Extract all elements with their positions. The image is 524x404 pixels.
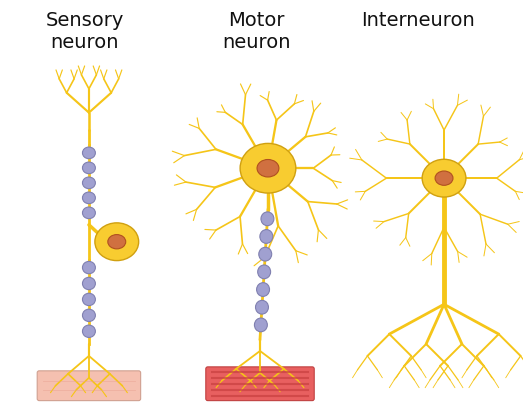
Ellipse shape <box>82 147 95 159</box>
Ellipse shape <box>82 325 95 337</box>
Ellipse shape <box>256 300 268 314</box>
Ellipse shape <box>257 283 269 297</box>
Text: Interneuron: Interneuron <box>362 11 475 30</box>
Ellipse shape <box>82 162 95 174</box>
Ellipse shape <box>82 261 95 274</box>
Ellipse shape <box>95 223 139 261</box>
Ellipse shape <box>82 207 95 219</box>
FancyBboxPatch shape <box>37 371 140 401</box>
Ellipse shape <box>82 192 95 204</box>
Ellipse shape <box>82 177 95 189</box>
Ellipse shape <box>108 235 126 249</box>
Text: Sensory
neuron: Sensory neuron <box>46 11 124 53</box>
Ellipse shape <box>82 293 95 305</box>
Text: Motor
neuron: Motor neuron <box>223 11 291 53</box>
Ellipse shape <box>435 171 453 185</box>
Ellipse shape <box>240 143 296 193</box>
Ellipse shape <box>259 247 272 261</box>
Ellipse shape <box>260 229 273 243</box>
Ellipse shape <box>261 212 274 226</box>
Ellipse shape <box>82 309 95 322</box>
Ellipse shape <box>255 318 267 332</box>
FancyBboxPatch shape <box>206 367 314 401</box>
Ellipse shape <box>422 159 466 197</box>
Ellipse shape <box>257 160 279 177</box>
Ellipse shape <box>82 277 95 290</box>
Ellipse shape <box>258 265 270 279</box>
